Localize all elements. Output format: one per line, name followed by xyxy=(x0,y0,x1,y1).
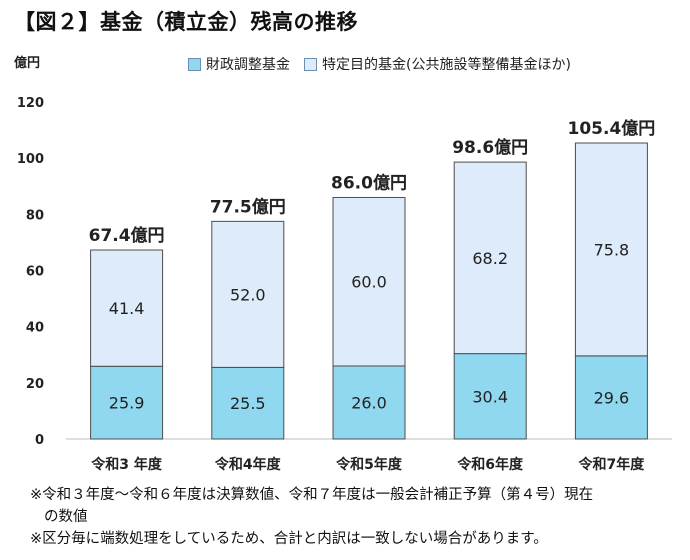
bar-segment-1-series-1 xyxy=(211,220,285,368)
legend-swatch-specific-purpose xyxy=(304,57,317,71)
footnotes: ※令和３年度〜令和６年度は決算数値、令和７年度は一般会計補正予算（第４号）現在 … xyxy=(30,484,593,550)
bar-segment-4-series-0 xyxy=(574,355,648,440)
legend-item-financial-adjustment: 財政調整基金 xyxy=(188,54,290,74)
legend-item-specific-purpose: 特定目的基金(公共施設等整備基金ほか) xyxy=(304,54,571,74)
footnote-1-continued: の数値 xyxy=(44,509,88,525)
legend: 財政調整基金 特定目的基金(公共施設等整備基金ほか) xyxy=(188,54,571,74)
y-tick-label-0: 0 xyxy=(35,433,44,448)
bar-segment-2-series-0 xyxy=(332,365,406,440)
x-category-label-2: 令和5年度 xyxy=(335,456,403,473)
x-category-label-3: 令和6年度 xyxy=(456,456,524,473)
bar-segment-4-series-1 xyxy=(574,142,648,357)
chart-title: 【図２】基金（積立金）残高の推移 xyxy=(14,10,358,34)
y-tick-label-6: 120 xyxy=(17,96,44,111)
legend-swatch-financial-adjustment xyxy=(188,57,201,71)
x-category-label-1: 令和4年度 xyxy=(214,456,282,473)
footnote-2: ※区分毎に端数処理をしているため、合計と内訳は一致しない場合があります。 xyxy=(30,531,548,547)
data-label-1-series-0: 25.5 xyxy=(230,394,266,413)
y-tick-label-5: 100 xyxy=(17,152,44,167)
y-tick-label-3: 60 xyxy=(26,265,44,280)
total-label-0: 67.4億円 xyxy=(89,225,165,246)
data-label-4-series-0: 29.6 xyxy=(594,388,630,407)
y-tick-label-4: 80 xyxy=(26,208,44,223)
bar-segment-0-series-0 xyxy=(90,365,164,440)
y-tick-label-1: 20 xyxy=(26,377,44,392)
x-category-label-0: 令和3 年度 xyxy=(90,456,163,473)
total-label-1: 77.5億円 xyxy=(210,196,286,217)
data-label-4-series-1: 75.8 xyxy=(594,240,630,259)
y-axis-unit-label: 億円 xyxy=(14,56,41,71)
data-label-2-series-0: 26.0 xyxy=(351,393,387,412)
bar-segment-0-series-1 xyxy=(90,249,164,367)
data-label-1-series-1: 52.0 xyxy=(230,285,266,304)
total-label-3: 98.6億円 xyxy=(452,137,528,158)
total-label-2: 86.0億円 xyxy=(331,172,407,193)
total-label-4: 105.4億円 xyxy=(568,118,656,139)
data-label-3-series-0: 30.4 xyxy=(472,387,508,406)
legend-label-financial-adjustment: 財政調整基金 xyxy=(206,57,290,73)
legend-label-specific-purpose: 特定目的基金(公共施設等整備基金ほか) xyxy=(322,57,571,73)
bar-segment-1-series-0 xyxy=(211,366,285,440)
data-label-0-series-1: 41.4 xyxy=(109,299,145,318)
data-label-3-series-1: 68.2 xyxy=(472,249,508,268)
y-tick-label-2: 40 xyxy=(26,321,44,336)
data-label-2-series-1: 60.0 xyxy=(351,273,387,292)
bar-segment-3-series-1 xyxy=(453,161,527,355)
data-label-0-series-0: 25.9 xyxy=(109,394,145,413)
footnote-1: ※令和３年度〜令和６年度は決算数値、令和７年度は一般会計補正予算（第４号）現在 xyxy=(30,487,594,503)
x-category-label-4: 令和7年度 xyxy=(578,456,646,473)
bar-segment-2-series-1 xyxy=(332,196,406,367)
